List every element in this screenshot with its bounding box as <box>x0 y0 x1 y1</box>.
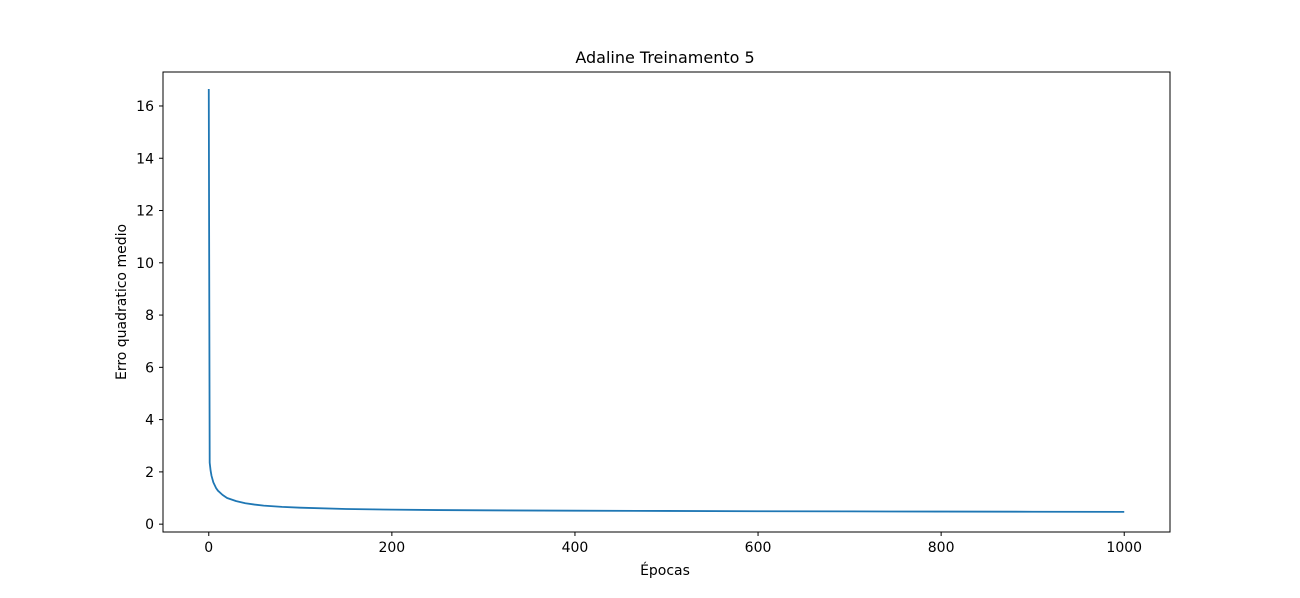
x-tick-label: 600 <box>745 540 772 556</box>
plot-frame <box>162 71 1171 533</box>
y-tick-label: 10 <box>136 256 154 272</box>
y-tick-label: 16 <box>136 99 154 115</box>
y-tick-label: 0 <box>145 517 154 533</box>
x-tick-label: 0 <box>204 540 213 556</box>
y-tick-label: 12 <box>136 204 154 220</box>
y-tick-label: 2 <box>145 465 154 481</box>
y-tick-label: 6 <box>145 360 154 376</box>
x-axis-title: Épocas <box>640 562 690 579</box>
x-tick-label: 800 <box>928 540 955 556</box>
plot-area: 0 200 400 600 800 1000 0 2 4 6 8 10 12 14 16 <box>136 88 1142 556</box>
series-line <box>207 88 1125 513</box>
x-tick-label: 1000 <box>1106 540 1142 556</box>
x-tick-label: 200 <box>378 540 405 556</box>
x-tick-label: 400 <box>562 540 589 556</box>
y-tick-label: 4 <box>145 413 154 429</box>
y-axis-title: Erro quadratico medio <box>114 224 130 380</box>
y-tick-label: 14 <box>136 151 154 167</box>
chart-title: Adaline Treinamento 5 <box>575 48 754 67</box>
y-tick-label: 8 <box>145 308 154 324</box>
